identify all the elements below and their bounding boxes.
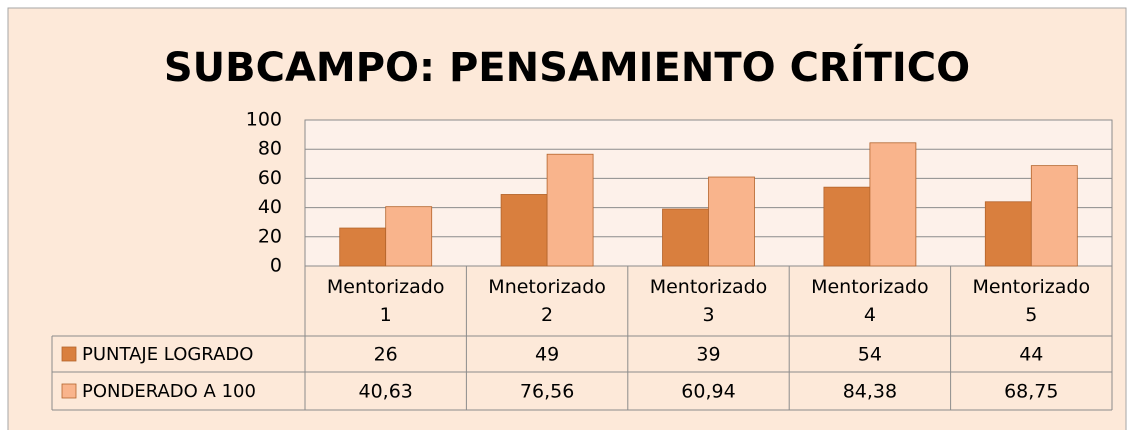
x-tick-label: Mnetorizado 2	[488, 276, 606, 326]
bar	[984, 201, 1032, 267]
bar	[1030, 165, 1078, 267]
y-tick-label: 20	[258, 225, 282, 247]
legend-label: PONDERADO A 100	[82, 381, 256, 402]
y-tick-label: 0	[270, 255, 282, 277]
bar	[869, 142, 917, 267]
table-value: 26	[374, 344, 398, 366]
bar	[546, 153, 594, 267]
legend-swatch	[61, 346, 77, 362]
table-value: 68,75	[1004, 381, 1058, 403]
bar	[339, 227, 387, 267]
table-value: 76,56	[520, 381, 574, 403]
x-tick-label: Mentorizado 3	[649, 276, 768, 326]
bar	[823, 186, 871, 267]
table-value: 44	[1019, 344, 1043, 366]
table-value: 60,94	[681, 381, 735, 403]
table-value: 54	[858, 344, 882, 366]
x-tick-label: Mentorizado 4	[811, 276, 929, 326]
table-value: 84,38	[843, 381, 897, 403]
x-tick-label: Mentorizado 1	[326, 276, 445, 326]
table-value: 49	[535, 344, 559, 366]
bar	[385, 206, 433, 267]
y-tick-label: 40	[258, 196, 282, 218]
bar	[500, 194, 548, 267]
table-value: 40,63	[358, 381, 412, 403]
y-tick-label: 60	[258, 167, 282, 189]
table-value: 39	[696, 344, 720, 366]
x-tick-label: Mentorizado 5	[972, 276, 1091, 326]
bar	[662, 208, 709, 267]
y-tick-label: 80	[258, 138, 282, 160]
y-tick-label: 100	[246, 109, 282, 131]
legend-swatch	[61, 383, 77, 399]
legend-label: PUNTAJE LOGRADO	[82, 344, 253, 365]
bar	[708, 176, 755, 267]
chart-title: SUBCAMPO: PENSAMIENTO CRÍTICO	[164, 43, 970, 91]
